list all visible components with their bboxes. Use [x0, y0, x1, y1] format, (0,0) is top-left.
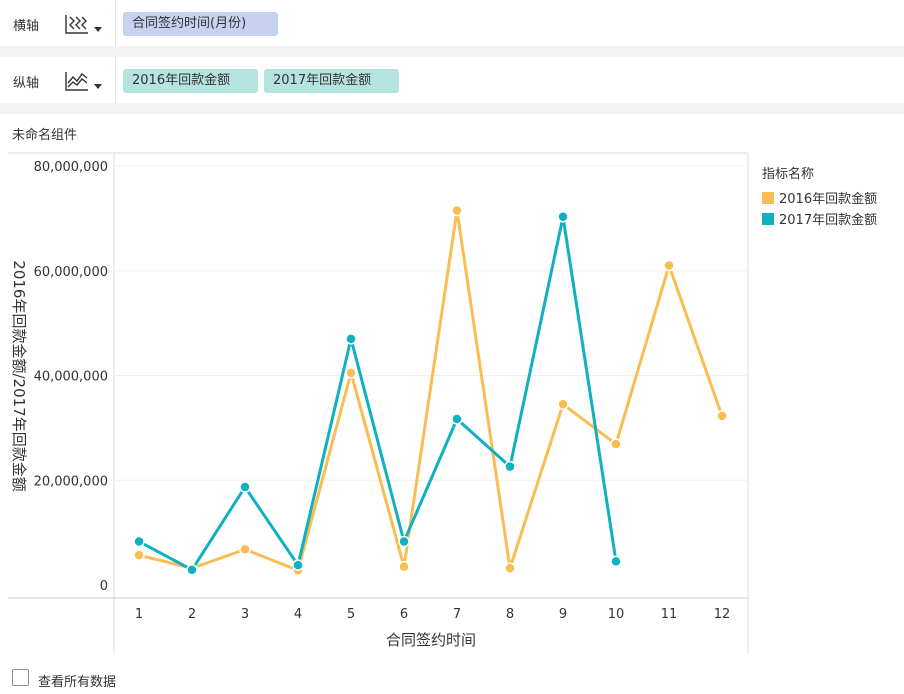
x-tick-label: 6 — [400, 607, 408, 622]
data-point — [398, 535, 410, 548]
x-tick-label: 9 — [559, 607, 567, 622]
data-point — [557, 398, 569, 411]
y-tick-label: 40,000,000 — [34, 370, 108, 385]
x-tick-label: 11 — [661, 607, 678, 622]
data-point — [398, 560, 410, 573]
shelf-spacer — [0, 103, 904, 114]
data-point — [345, 333, 357, 345]
data-point — [504, 562, 516, 574]
y-tick-label: 80,000,000 — [34, 160, 108, 175]
y-tick-label: 60,000,000 — [34, 265, 108, 280]
legend-item: 2017年回款金额 — [779, 212, 877, 228]
chevron-down-icon[interactable] — [94, 84, 102, 89]
widget-title: 未命名组件 — [12, 128, 78, 143]
data-point — [610, 438, 622, 450]
line-chart: 0 20,000,000 40,000,000 60,000,000 80,000,00… — [8, 152, 877, 655]
y-axis-field-pill-2016[interactable]: 2016年回款金额 — [123, 69, 258, 93]
x-axis-shelf: 横轴 合同签约时间(月份) — [0, 0, 904, 46]
data-point — [451, 413, 463, 425]
y-axis-shelf-label: 纵轴 — [13, 76, 40, 91]
legend-swatch — [762, 213, 774, 225]
data-point — [239, 481, 251, 493]
legend-title: 指标名称 — [762, 166, 814, 182]
series-line-2 — [137, 215, 618, 572]
x-axis-field-pill[interactable]: 合同签约时间(月份) — [123, 12, 278, 36]
x-tick-label: 2 — [188, 607, 196, 622]
y-tick-label: 0 — [100, 579, 108, 594]
view-all-data-checkbox[interactable] — [12, 669, 29, 686]
y-axis-title: 2016年回款金额/2017年回款金额 — [10, 260, 28, 491]
x-axis-title: 合同签约时间 — [386, 631, 476, 649]
line-chart-icon[interactable] — [64, 69, 90, 93]
shelf-divider — [115, 0, 116, 46]
dimension-chart-icon[interactable] — [64, 12, 90, 36]
data-point — [239, 543, 251, 556]
chevron-down-icon[interactable] — [94, 27, 102, 32]
shelf-divider — [115, 57, 116, 103]
shelf-spacer — [0, 46, 904, 57]
y-axis-shelf: 纵轴 2016年回款金额 2017年回款金额 — [0, 57, 904, 103]
data-point — [557, 211, 569, 223]
data-point — [716, 410, 728, 422]
data-point — [504, 460, 516, 473]
data-point — [610, 555, 622, 568]
x-tick-label: 7 — [453, 607, 461, 622]
data-point — [133, 535, 145, 548]
data-point — [451, 204, 463, 217]
data-point — [345, 367, 357, 379]
data-point — [133, 549, 145, 561]
data-point — [292, 559, 304, 571]
x-tick-label: 8 — [506, 607, 514, 622]
x-axis-shelf-label: 横轴 — [13, 19, 40, 34]
x-tick-label: 10 — [608, 607, 625, 622]
x-tick-label: 4 — [294, 607, 302, 622]
data-point — [663, 259, 675, 272]
x-tick-label: 5 — [347, 607, 355, 622]
series-line-1 — [137, 209, 724, 572]
data-point — [186, 564, 198, 576]
legend-item: 2016年回款金额 — [779, 191, 877, 207]
y-axis-field-pill-2017[interactable]: 2017年回款金额 — [264, 69, 399, 93]
x-tick-label: 12 — [714, 607, 731, 622]
x-tick-label: 1 — [135, 607, 143, 622]
legend-swatch — [762, 192, 774, 204]
view-all-data-label: 查看所有数据 — [38, 675, 117, 690]
x-tick-label: 3 — [241, 607, 249, 622]
y-tick-label: 20,000,000 — [34, 474, 108, 489]
